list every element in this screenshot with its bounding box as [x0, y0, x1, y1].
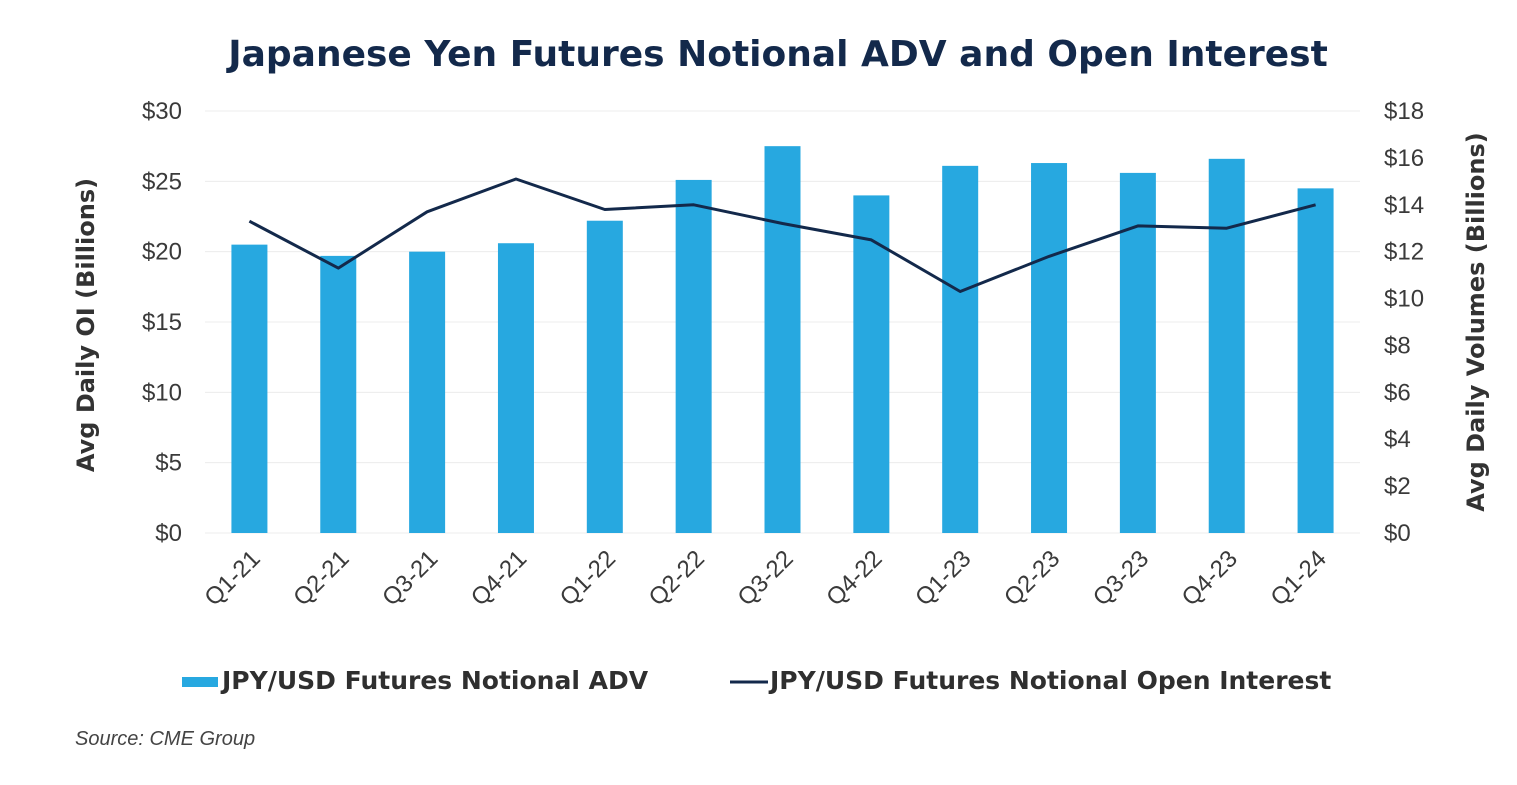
legend-swatch-adv: [182, 677, 218, 687]
adv-bar: [1208, 158, 1245, 533]
x-tick-label: Q3-22: [732, 545, 798, 611]
adv-bar: [675, 179, 712, 533]
left-axis-title: Avg Daily OI (Billions): [72, 178, 100, 472]
adv-bar: [1119, 172, 1156, 534]
x-axis-ticks: Q1-21 Q2-21 Q3-21 Q4-21 Q1-22 Q2-22 Q3-22 Q4-22…: [199, 545, 1331, 611]
left-tick-label: $5: [155, 450, 182, 477]
adv-bar: [586, 220, 623, 533]
legend-label-oi: JPY/USD Futures Notional Open Interest: [768, 666, 1331, 695]
legend: JPY/USD Futures Notional ADV JPY/USD Fut…: [182, 666, 1331, 695]
x-tick-label: Q3-21: [377, 545, 443, 611]
right-axis-title: Avg Daily Volumes (Billions): [1462, 132, 1490, 511]
oi-line: [248, 177, 1316, 293]
left-tick-label: $10: [142, 379, 182, 406]
right-tick-label: $8: [1384, 332, 1411, 359]
adv-bar: [231, 244, 268, 533]
source-note: Source: CME Group: [75, 728, 255, 750]
right-axis-ticks: $0 $2 $4 $6 $8 $10 $12 $14 $16 $18: [1384, 98, 1424, 547]
legend-label-adv: JPY/USD Futures Notional ADV: [220, 666, 649, 695]
left-tick-label: $30: [142, 98, 182, 125]
chart-title: Japanese Yen Futures Notional ADV and Op…: [225, 34, 1328, 75]
x-tick-label: Q4-22: [821, 545, 887, 611]
left-tick-label: $25: [142, 168, 182, 195]
x-tick-label: Q1-24: [1266, 545, 1332, 611]
x-tick-label: Q2-23: [999, 545, 1065, 611]
right-tick-label: $12: [1384, 239, 1424, 266]
right-tick-label: $18: [1384, 98, 1424, 125]
x-tick-label: Q4-23: [1177, 545, 1243, 611]
left-tick-label: $15: [142, 309, 182, 336]
right-tick-label: $14: [1384, 192, 1424, 219]
x-tick-label: Q3-23: [1088, 545, 1154, 611]
adv-bar: [320, 255, 357, 534]
adv-bar: [1297, 188, 1334, 533]
x-tick-label: Q4-21: [466, 545, 532, 611]
x-tick-label: Q2-21: [288, 545, 354, 611]
x-tick-label: Q1-23: [910, 545, 976, 611]
x-tick-label: Q1-22: [555, 545, 621, 611]
adv-bar: [764, 146, 801, 533]
left-tick-label: $0: [155, 520, 182, 547]
adv-bar: [409, 251, 446, 533]
right-tick-label: $2: [1384, 473, 1411, 500]
x-tick-label: Q1-21: [199, 545, 265, 611]
adv-bar: [497, 243, 534, 533]
adv-bars: [231, 146, 1334, 534]
right-tick-label: $6: [1384, 379, 1411, 406]
adv-bar: [1031, 163, 1068, 533]
right-tick-label: $0: [1384, 520, 1411, 547]
left-axis-ticks: $0 $5 $10 $15 $20 $25 $30: [142, 98, 182, 547]
right-tick-label: $4: [1384, 426, 1411, 453]
adv-bar: [853, 195, 890, 533]
right-tick-label: $16: [1384, 145, 1424, 172]
left-tick-label: $20: [142, 239, 182, 266]
oi-line-layer: [248, 177, 1316, 293]
right-tick-label: $10: [1384, 286, 1424, 313]
adv-bar: [942, 165, 979, 534]
x-tick-label: Q2-22: [644, 545, 710, 611]
